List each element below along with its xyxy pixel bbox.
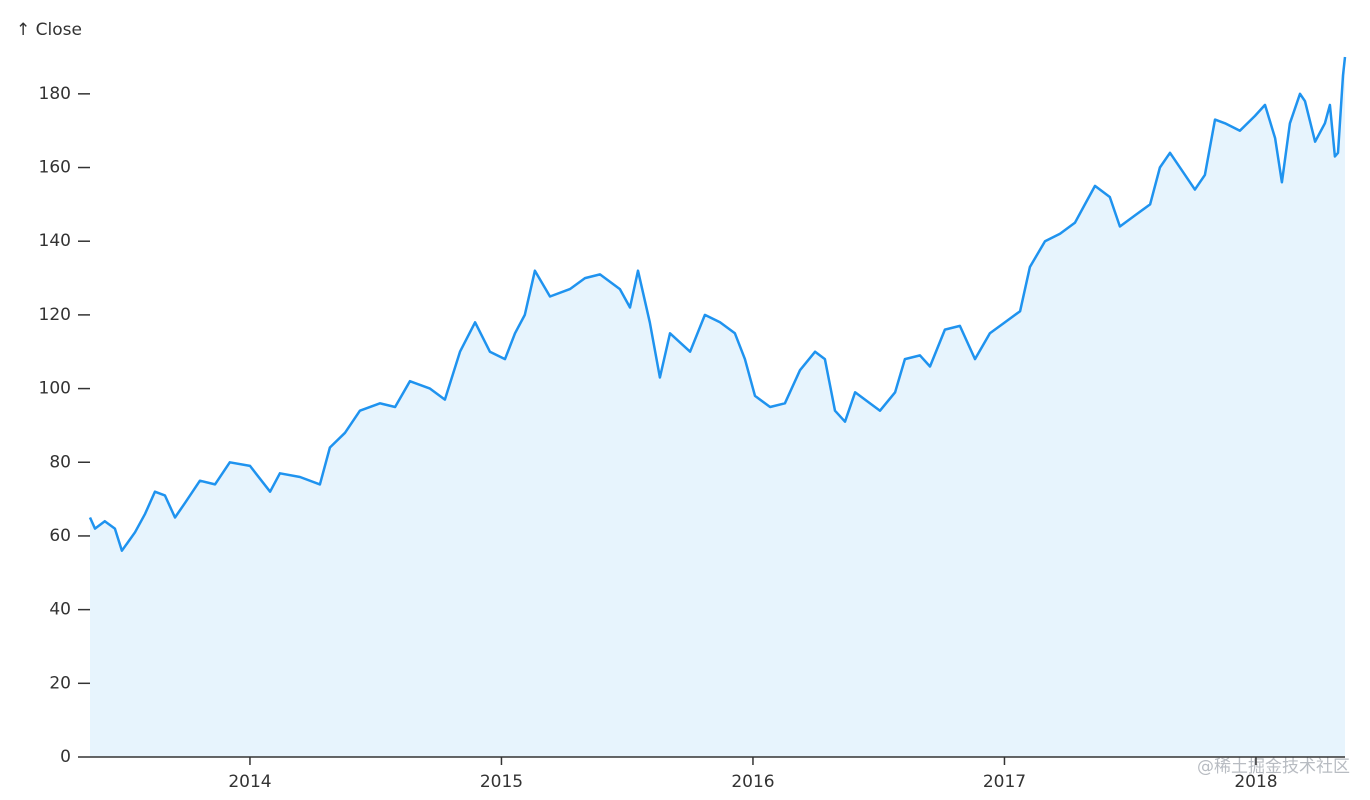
y-tick-label: 60 bbox=[49, 526, 71, 546]
y-tick-label: 40 bbox=[49, 600, 71, 620]
x-tick-label: 2016 bbox=[731, 772, 774, 792]
y-tick-label: 20 bbox=[49, 673, 71, 693]
x-tick-label: 2015 bbox=[480, 772, 523, 792]
x-tick-label: 2018 bbox=[1234, 772, 1277, 792]
y-tick-label: 100 bbox=[39, 379, 71, 399]
y-axis-label: ↑ Close bbox=[16, 20, 82, 40]
area bbox=[90, 57, 1345, 757]
watermark: @稀土掘金技术社区 bbox=[1197, 757, 1350, 777]
y-tick-label: 160 bbox=[39, 158, 71, 178]
x-tick-label: 2017 bbox=[983, 772, 1026, 792]
y-tick-label: 140 bbox=[39, 231, 71, 251]
y-tick-label: 0 bbox=[60, 747, 71, 767]
y-tick-label: 80 bbox=[49, 452, 71, 472]
line bbox=[88, 56, 1347, 552]
y-tick-label: 120 bbox=[39, 305, 71, 325]
x-tick-label: 2014 bbox=[228, 772, 271, 792]
y-tick-label: 180 bbox=[39, 84, 71, 104]
